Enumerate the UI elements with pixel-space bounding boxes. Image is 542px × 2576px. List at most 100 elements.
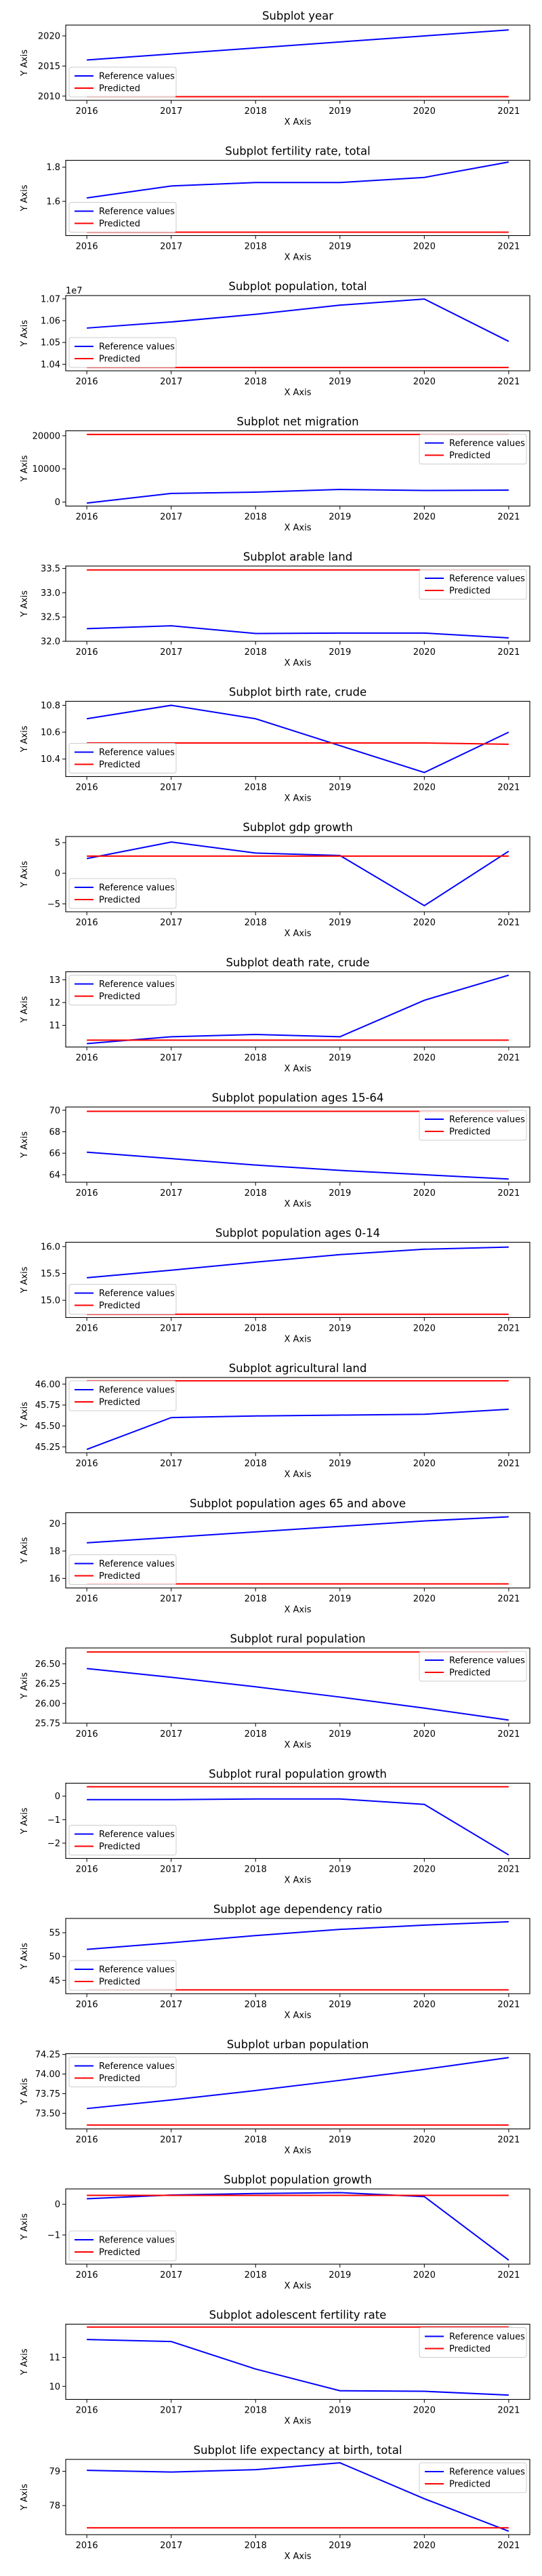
reference-values-line xyxy=(87,1798,509,1856)
legend-label: Predicted xyxy=(99,1842,140,1852)
x-tick-label: 2018 xyxy=(245,2135,267,2146)
legend-label: Predicted xyxy=(99,1398,140,1408)
legend-box xyxy=(68,975,177,1005)
x-axis-label: X Axis xyxy=(284,2417,311,2427)
y-tick-label: 0 xyxy=(55,498,60,508)
x-tick-label: 2016 xyxy=(76,1053,98,1064)
x-tick-label: 2019 xyxy=(329,1459,351,1469)
x-tick-label: 2020 xyxy=(413,2541,436,2551)
legend-label: Predicted xyxy=(99,895,140,906)
x-tick-label: 2020 xyxy=(413,2406,436,2416)
legend-label: Reference values xyxy=(449,439,525,449)
x-tick-label: 2021 xyxy=(497,783,520,793)
y-tick-label: 32.5 xyxy=(41,613,60,623)
y-axis-label: Y Axis xyxy=(20,861,30,888)
legend-box xyxy=(68,66,177,98)
y-tick-label: 10000 xyxy=(33,464,60,475)
y-axis-label: Y Axis xyxy=(20,49,30,77)
x-tick-label: 2020 xyxy=(413,106,436,117)
predicted-line xyxy=(87,742,509,745)
subplot-4: Subplot net migration 2016 2017 2018 2019 202… xyxy=(20,416,530,534)
y-tick-label: 15.0 xyxy=(41,1296,60,1306)
x-tick-label: 2019 xyxy=(329,1188,351,1199)
y-tick-label: 20000 xyxy=(33,431,60,441)
x-axis-label: X Axis xyxy=(284,388,311,398)
axes-frame xyxy=(65,2188,530,2265)
x-tick-label: 2019 xyxy=(329,377,351,387)
y-tick-label: −5 xyxy=(47,900,60,910)
y-axis-label: Y Axis xyxy=(20,455,30,482)
x-tick-label: 2020 xyxy=(413,2270,436,2280)
x-tick-label: 2017 xyxy=(160,1324,182,1334)
x-axis-label: X Axis xyxy=(284,2146,311,2156)
y-tick-label: 26.00 xyxy=(35,1699,60,1709)
y-tick-label: 26.25 xyxy=(35,1679,60,1689)
subplot-title: Subplot arable land xyxy=(243,550,352,563)
axes-frame xyxy=(65,1647,530,1724)
x-axis-label: X Axis xyxy=(284,523,311,534)
y-tick-label: 11 xyxy=(49,2353,60,2363)
x-tick-label: 2016 xyxy=(76,783,98,793)
legend-label: Reference values xyxy=(449,2332,525,2342)
y-tick-label: 66 xyxy=(49,1149,60,1159)
x-tick-label: 2021 xyxy=(497,2406,520,2416)
legend-label: Reference values xyxy=(99,1559,175,1569)
y-tick-label: 12 xyxy=(49,998,60,1008)
axes-frame xyxy=(65,700,530,778)
subplot-title: Subplot year xyxy=(262,9,333,22)
y-tick-label: 10.8 xyxy=(41,701,60,711)
x-tick-label: 2021 xyxy=(497,2270,520,2280)
x-tick-label: 2016 xyxy=(76,242,98,252)
legend-label: Reference values xyxy=(99,2061,175,2072)
legend: Reference values Predicted xyxy=(68,1960,177,1991)
axes-frame xyxy=(65,295,530,371)
x-tick-label: 2020 xyxy=(413,1459,436,1469)
reference-values-line xyxy=(87,489,509,504)
legend: Reference values Predicted xyxy=(68,1554,177,1585)
axes-frame xyxy=(65,836,530,912)
axes-frame xyxy=(65,430,530,507)
subplot-18: Subplot adolescent fertility rate 2016 201… xyxy=(20,2309,530,2427)
subplot-title: Subplot population, total xyxy=(228,280,367,293)
x-axis-label: X Axis xyxy=(284,1335,311,1345)
legend-box xyxy=(419,569,527,600)
x-tick-label: 2018 xyxy=(245,647,267,658)
x-tick-label: 2016 xyxy=(76,1865,98,1875)
y-tick-label: 33.0 xyxy=(41,588,60,599)
y-axis-label: Y Axis xyxy=(20,2348,30,2375)
subplot-16: Subplot urban population 2016 2017 2018 2019… xyxy=(20,2038,530,2156)
x-axis-label: X Axis xyxy=(284,1605,311,1615)
subplot-7: Subplot gdp growth 2016 2017 2018 2019 2020 20… xyxy=(20,821,530,939)
legend-label: Reference values xyxy=(99,1289,175,1299)
reference-values-line xyxy=(87,974,509,1045)
y-axis-label: Y Axis xyxy=(20,320,30,347)
x-tick-label: 2016 xyxy=(76,2270,98,2280)
x-tick-label: 2021 xyxy=(497,1594,520,1605)
y-axis-label: Y Axis xyxy=(20,725,30,752)
x-tick-label: 2020 xyxy=(413,1188,436,1199)
legend-label: Predicted xyxy=(99,355,140,365)
axes-frame xyxy=(65,2053,530,2130)
x-tick-label: 2018 xyxy=(245,512,267,523)
y-tick-label: 25.75 xyxy=(35,1719,60,1729)
x-tick-label: 2017 xyxy=(160,106,182,117)
legend: Reference values Predicted xyxy=(419,569,527,600)
axes-frame xyxy=(65,1106,530,1183)
x-tick-label: 2017 xyxy=(160,2406,182,2416)
legend-label: Reference values xyxy=(99,1830,175,1840)
x-tick-label: 2017 xyxy=(160,918,182,928)
reference-values-line xyxy=(86,841,509,907)
legend-label: Reference values xyxy=(99,883,175,893)
legend-label: Reference values xyxy=(99,1386,175,1396)
subplot-2: Subplot fertility rate, total 2016 2017 201… xyxy=(20,145,530,263)
legend-box xyxy=(419,2327,527,2358)
legend-box xyxy=(68,337,177,368)
legend: Reference values Predicted xyxy=(68,1825,177,1855)
x-tick-label: 2016 xyxy=(76,918,98,928)
legend-label: Reference values xyxy=(99,1965,175,1975)
x-tick-label: 2017 xyxy=(160,647,182,658)
legend: Reference values Predicted xyxy=(419,1651,527,1682)
x-tick-label: 2019 xyxy=(329,2541,351,2551)
y-tick-label: 0 xyxy=(55,2200,60,2210)
